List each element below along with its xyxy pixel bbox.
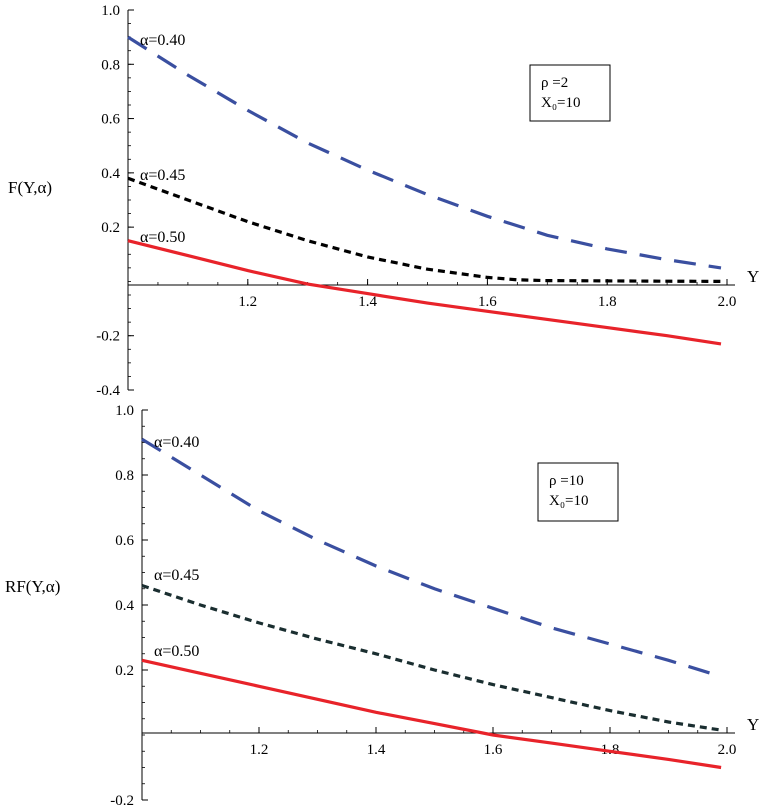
parameter-box-line-1: ρ =10 — [549, 473, 584, 489]
parameter-box — [537, 462, 619, 522]
y-tick-label: 0.8 — [101, 57, 120, 73]
series-label-3: α=0.50 — [140, 229, 185, 246]
series-line-3 — [141, 658, 722, 770]
parameter-box — [529, 64, 611, 122]
y-tick-label: 0.2 — [101, 220, 120, 236]
x-tick-label: 1.6 — [484, 742, 503, 758]
series-label-2: α=0.45 — [154, 567, 199, 584]
series-line-3 — [127, 239, 722, 346]
x-tick-label: 1.2 — [238, 294, 257, 310]
x-tick-label: 1.2 — [250, 742, 269, 758]
parameter-box-line-2: X₀=10 — [549, 493, 589, 509]
series-line-1 — [141, 437, 722, 679]
series-label-3: α=0.50 — [154, 643, 199, 660]
y-axis-title: RF(Y,α) — [5, 577, 60, 596]
x-axis-title: Y — [747, 715, 759, 734]
series-label-2: α=0.45 — [140, 167, 185, 184]
y-tick-label: -0.2 — [96, 329, 120, 345]
x-tick-label: 1.8 — [598, 294, 617, 310]
parameter-box-line-1: ρ =2 — [541, 75, 568, 91]
x-tick-label: 1.4 — [358, 294, 377, 310]
x-tick-label: 1.6 — [478, 294, 497, 310]
y-tick-label: 0.4 — [101, 166, 120, 182]
x-tick-label: 2.0 — [718, 742, 737, 758]
series-line-2 — [141, 583, 722, 732]
y-tick-label: 0.6 — [115, 533, 134, 549]
x-tick-label: 2.0 — [718, 294, 737, 310]
y-tick-label: 0.8 — [115, 468, 134, 484]
y-tick-label: 1.0 — [101, 3, 120, 19]
series-line-1 — [127, 35, 722, 270]
y-tick-label: -0.4 — [96, 383, 120, 399]
y-tick-label: 1.0 — [115, 403, 134, 419]
x-tick-label: 1.4 — [367, 742, 386, 758]
chart-panel-2: -0.20.20.40.60.81.01.2 1.4 1.6 1.8 2.0YRF(Y,… — [5, 403, 759, 809]
x-axis-title: Y — [747, 267, 759, 286]
series-label-1: α=0.40 — [154, 434, 199, 451]
y-tick-label: 0.6 — [101, 112, 120, 128]
series-label-1: α=0.40 — [140, 32, 185, 49]
chart-panel-1: -0.4 -0.2 0.2 0.4 0.6 0.8 1.0 1.2 1.4 1.6 1.8 2.0 Y F… — [8, 3, 759, 399]
parameter-box-line-2: X₀=10 — [541, 95, 581, 111]
y-axis-title: F(Y,α) — [8, 178, 52, 197]
y-tick-label: 0.2 — [115, 663, 134, 679]
y-tick-label: -0.2 — [110, 793, 134, 809]
y-tick-label: 0.4 — [115, 598, 134, 614]
